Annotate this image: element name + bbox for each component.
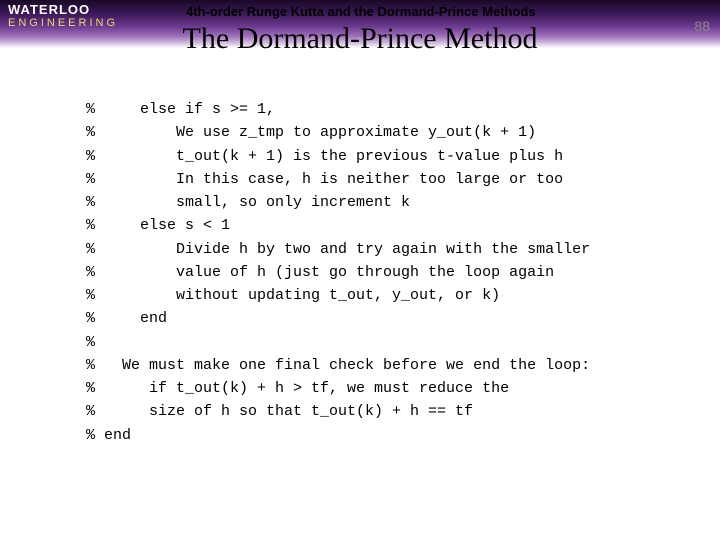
- code-line: % We must make one final check before we…: [86, 357, 590, 374]
- code-line: % Divide h by two and try again with the…: [86, 241, 590, 258]
- code-line: % else if s >= 1,: [86, 101, 275, 118]
- code-line: % size of h so that t_out(k) + h == tf: [86, 403, 473, 420]
- code-line: % else s < 1: [86, 217, 230, 234]
- code-line: % small, so only increment k: [86, 194, 410, 211]
- code-line: % We use z_tmp to approximate y_out(k + …: [86, 124, 536, 141]
- code-line: % value of h (just go through the loop a…: [86, 264, 554, 281]
- slide-title: The Dormand-Prince Method: [0, 22, 720, 56]
- code-line: %: [86, 334, 95, 351]
- header-banner: WATERLOO ENGINEERING 4th-order Runge Kut…: [0, 0, 720, 48]
- code-line: % end: [86, 310, 167, 327]
- code-line: % end: [86, 427, 131, 444]
- code-block: % else if s >= 1, % We use z_tmp to appr…: [86, 98, 590, 447]
- code-line: % In this case, h is neither too large o…: [86, 171, 563, 188]
- slide-subtitle: 4th-order Runge Kutta and the Dormand-Pr…: [186, 4, 536, 19]
- code-line: % if t_out(k) + h > tf, we must reduce t…: [86, 380, 509, 397]
- code-line: % t_out(k + 1) is the previous t-value p…: [86, 148, 563, 165]
- logo-text-top: WATERLOO: [8, 3, 118, 16]
- code-line: % without updating t_out, y_out, or k): [86, 287, 500, 304]
- slide-number: 88: [694, 18, 710, 34]
